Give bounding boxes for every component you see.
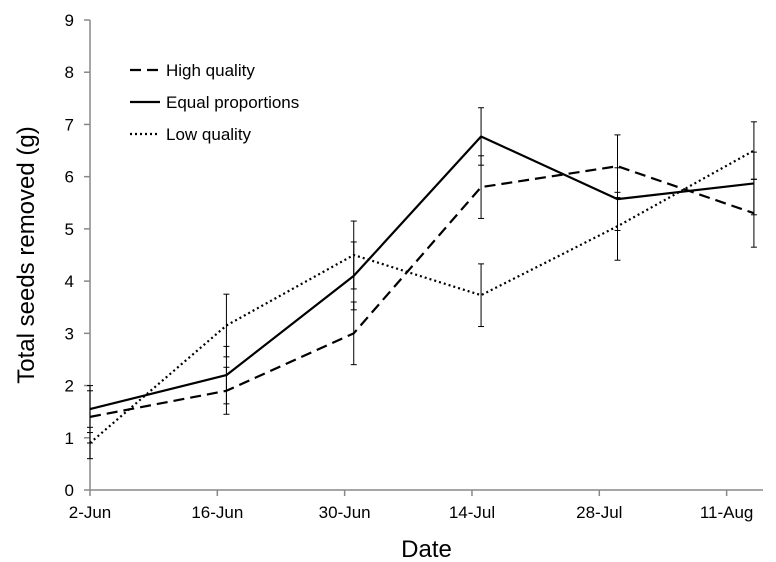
x-tick-label: 2-Jun (69, 503, 112, 522)
legend-label: High quality (166, 61, 255, 80)
x-tick-label: 28-Jul (576, 503, 622, 522)
x-ticks: 2-Jun 16-Jun 30-Jun 14-Jul 28-Jul 11-Aug (69, 490, 754, 522)
y-axis-title: Total seeds removed (g) (13, 126, 40, 383)
y-tick-label: 8 (65, 63, 74, 82)
x-axis-title: Date (401, 536, 452, 562)
y-tick-label: 4 (65, 272, 74, 291)
y-tick-label: 3 (65, 324, 74, 343)
legend-label: Low quality (166, 125, 252, 144)
error-bar (478, 263, 485, 328)
x-tick-label: 16-Jun (191, 503, 243, 522)
error-bar (750, 121, 757, 180)
series-layer (87, 107, 757, 460)
series-low-quality (87, 121, 757, 460)
series-line (89, 135, 755, 411)
y-tick-label: 5 (65, 220, 74, 239)
legend: High quality Equal proportions Low quality (130, 61, 299, 144)
series-line (89, 165, 755, 418)
x-tick-label: 14-Jul (449, 503, 495, 522)
series-equal-proportions (87, 107, 757, 434)
axes (89, 20, 763, 491)
series-line (89, 149, 755, 444)
y-tick-label: 1 (65, 429, 74, 448)
y-tick-label: 7 (65, 115, 74, 134)
y-tick-label: 2 (65, 377, 74, 396)
y-ticks: 0 1 2 3 4 5 6 7 8 9 (65, 11, 90, 500)
y-tick-label: 9 (65, 11, 74, 30)
y-tick-label: 0 (65, 481, 74, 500)
y-tick-label: 6 (65, 168, 74, 187)
series-high-quality (87, 134, 757, 444)
x-tick-label: 11-Aug (700, 503, 754, 522)
x-tick-label: 30-Jun (319, 503, 371, 522)
legend-label: Equal proportions (166, 93, 299, 112)
